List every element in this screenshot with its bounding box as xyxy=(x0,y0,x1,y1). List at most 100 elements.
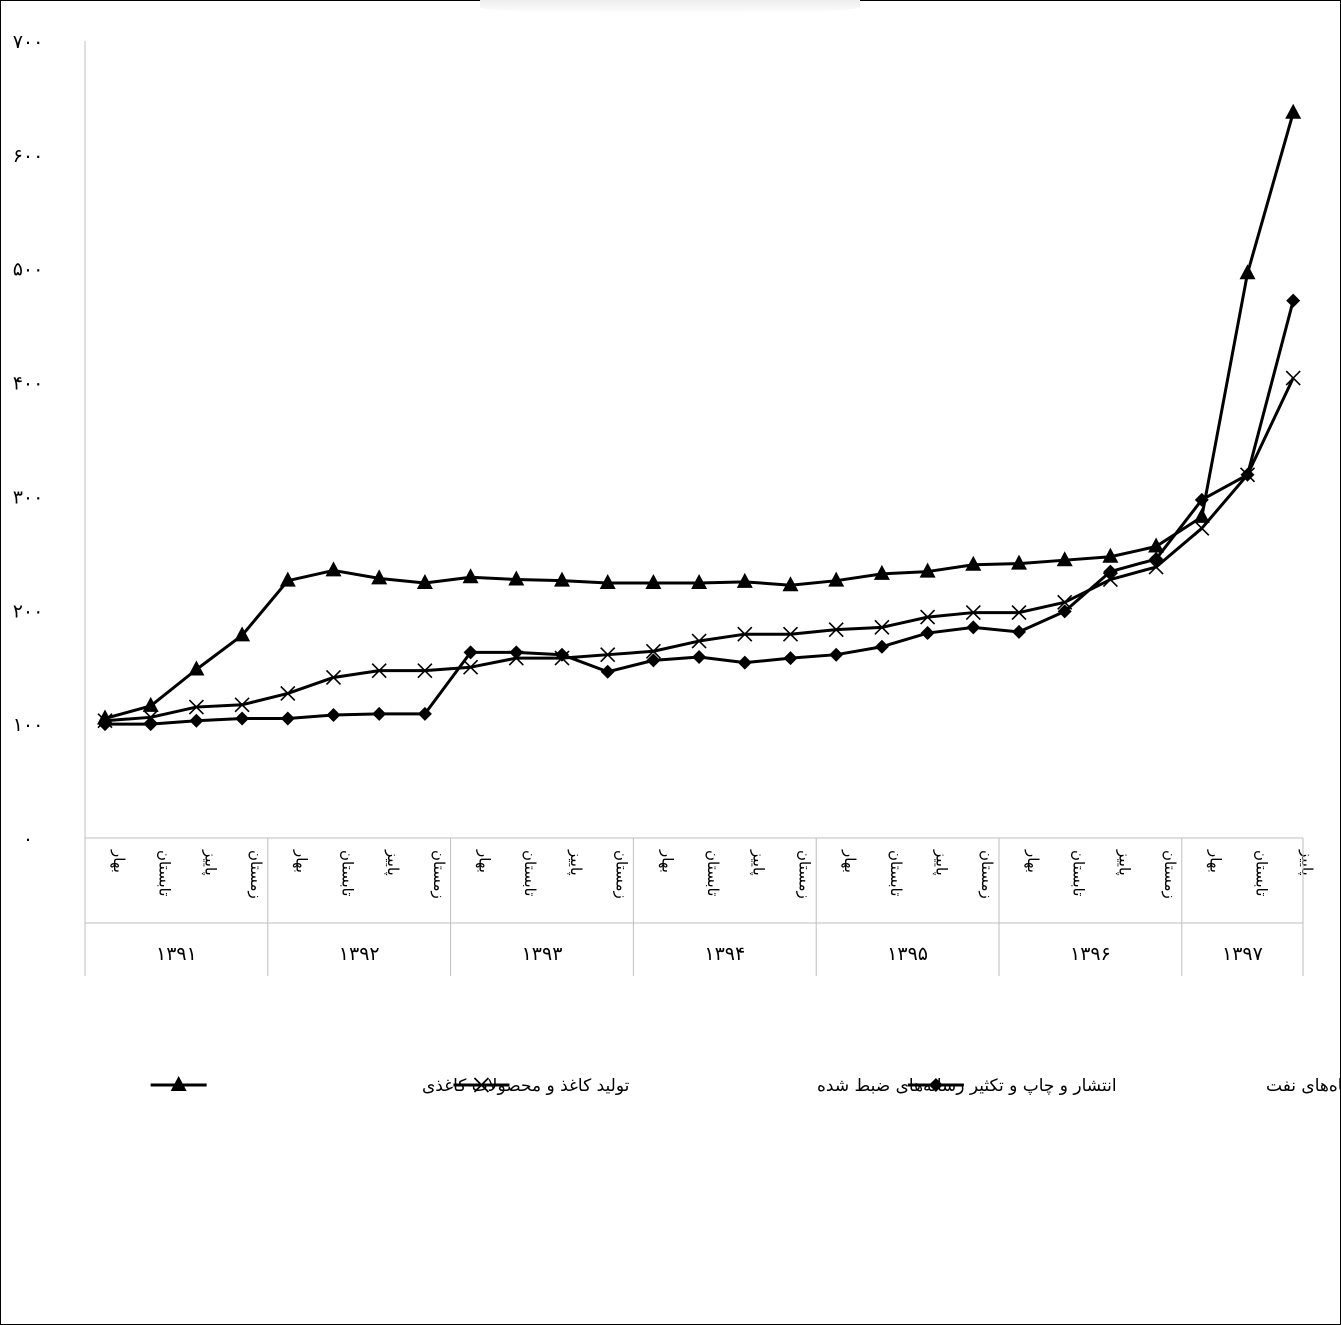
data-point-x xyxy=(234,697,250,713)
data-point-triangle xyxy=(234,626,251,642)
data-point-x-stroke xyxy=(600,647,616,663)
data-point-x-stroke xyxy=(371,663,387,679)
series-layer xyxy=(97,103,1302,732)
data-point-x-stroke xyxy=(828,622,844,638)
data-point-x xyxy=(600,647,616,663)
data-point-x-stroke xyxy=(188,699,204,715)
data-point-x-stroke xyxy=(1102,571,1118,588)
y-tick-label: ۰ xyxy=(23,828,33,850)
data-point-diamond xyxy=(1057,604,1072,619)
data-point-x xyxy=(874,619,890,635)
x-tick-label: بهار xyxy=(475,849,493,873)
axes xyxy=(84,41,1303,839)
data-point-x xyxy=(325,669,342,686)
data-point-triangle xyxy=(1148,537,1165,553)
data-point-x-stroke xyxy=(1239,467,1256,483)
data-point-diamond xyxy=(874,639,889,654)
data-point-diamond xyxy=(829,647,844,662)
data-point-x-stroke xyxy=(325,669,342,686)
x-group-label: ۱۳۹۳ xyxy=(522,943,563,965)
legend-label: صنایع تولید زغال سنگ- پالایشگاه‌های نفت xyxy=(1266,1075,1341,1096)
data-point-x xyxy=(1057,594,1073,610)
data-point-x xyxy=(1148,559,1164,575)
x-tick-label: زمستان xyxy=(1161,850,1179,899)
y-tick-label: ۲۰۰ xyxy=(13,600,44,622)
data-point-triangle xyxy=(1239,264,1256,280)
x-tick-label: بهار xyxy=(110,849,128,873)
data-point-x-stroke xyxy=(1285,370,1301,386)
y-tick-label: ۶۰۰ xyxy=(13,145,44,167)
x-group-label: ۱۳۹۶ xyxy=(1070,943,1111,965)
data-point-triangle xyxy=(828,571,845,587)
x-tick-label: پاییز xyxy=(931,849,950,876)
data-point-x-stroke xyxy=(280,685,296,701)
y-tick-label: ۵۰۰ xyxy=(13,259,44,281)
data-point-x xyxy=(417,663,433,679)
data-point-diamond xyxy=(1012,624,1026,639)
data-point-diamond xyxy=(189,713,204,728)
series-x xyxy=(97,370,1301,729)
data-point-x-stroke xyxy=(1194,520,1210,536)
data-point-diamond xyxy=(1286,293,1301,308)
data-point-x-stroke xyxy=(143,709,159,725)
x-tick-label: بهار xyxy=(1024,849,1042,873)
x-tick-label: بهار xyxy=(841,849,859,873)
y-tick-label: ۱۰۰ xyxy=(13,714,44,736)
x-tick-label: تابستان xyxy=(521,850,539,896)
data-point-diamond xyxy=(235,711,250,726)
data-point-triangle xyxy=(416,573,433,589)
data-point-diamond xyxy=(928,1078,943,1092)
x-tick-label: پاییز xyxy=(1297,849,1316,876)
data-point-x xyxy=(691,633,707,649)
legend-label: انتشار و چاپ و تکثیر رسانه‌های ضبط شده xyxy=(817,1076,1117,1096)
x-tick-label: پاییز xyxy=(1114,849,1133,876)
data-point-x xyxy=(1102,571,1118,588)
legend: صنایع تولید زغال سنگ- پالایشگاه‌های نفت ا… xyxy=(150,1075,1341,1096)
data-point-x-stroke xyxy=(463,659,479,675)
x-tick-label: تابستان xyxy=(338,850,356,896)
x-group-label: ۱۳۹۷ xyxy=(1222,943,1263,965)
data-point-triangle xyxy=(508,570,525,586)
data-point-x-stroke xyxy=(554,650,570,666)
x-tick-label: زمستان xyxy=(430,850,448,899)
data-point-x xyxy=(473,1077,490,1093)
series-line xyxy=(104,377,1295,723)
data-point-x-stroke xyxy=(508,650,524,666)
data-point-diamond xyxy=(372,706,387,721)
data-point-triangle xyxy=(965,555,982,571)
y-tick-label: ۴۰۰ xyxy=(13,373,44,395)
x-tick-label: زمستان xyxy=(247,850,265,899)
x-tick-label: زمستان xyxy=(613,850,631,899)
data-point-diamond xyxy=(280,711,295,726)
x-tick-label: پاییز xyxy=(566,849,585,876)
data-point-x xyxy=(1285,370,1301,386)
data-point-triangle xyxy=(919,562,936,578)
data-point-triangle xyxy=(97,709,113,725)
data-point-x-stroke xyxy=(417,663,433,679)
x-tick-label: پاییز xyxy=(200,849,219,876)
data-point-x-stroke xyxy=(645,643,661,659)
data-point-triangle xyxy=(554,571,570,587)
data-point-triangle xyxy=(782,576,799,592)
x-group-label: ۱۳۹۱ xyxy=(156,943,197,965)
data-point-triangle xyxy=(188,660,205,676)
data-point-x xyxy=(782,626,799,642)
x-tick-label: زمستان xyxy=(978,850,996,899)
data-point-x-stroke xyxy=(473,1077,490,1093)
data-point-x xyxy=(1194,520,1210,536)
data-point-x xyxy=(280,685,296,701)
x-group-label: ۱۳۹۵ xyxy=(887,943,928,965)
data-point-x xyxy=(188,699,204,715)
data-point-triangle xyxy=(1102,547,1119,563)
x-axis-ticks: بهار تابستان پاییز زمستان ۱۳۹۱ بهار تابستان پای… xyxy=(84,838,1316,976)
data-point-x-stroke xyxy=(1011,604,1027,621)
data-point-triangle xyxy=(599,573,616,589)
data-point-x-stroke xyxy=(691,633,707,649)
data-point-triangle xyxy=(1193,507,1210,523)
x-tick-label: تابستان xyxy=(1070,850,1088,896)
top-shade-decoration xyxy=(480,0,860,14)
data-point-triangle xyxy=(371,569,388,585)
data-point-triangle xyxy=(325,561,342,577)
x-tick-label: بهار xyxy=(658,849,676,873)
x-tick-label: پاییز xyxy=(749,849,768,876)
